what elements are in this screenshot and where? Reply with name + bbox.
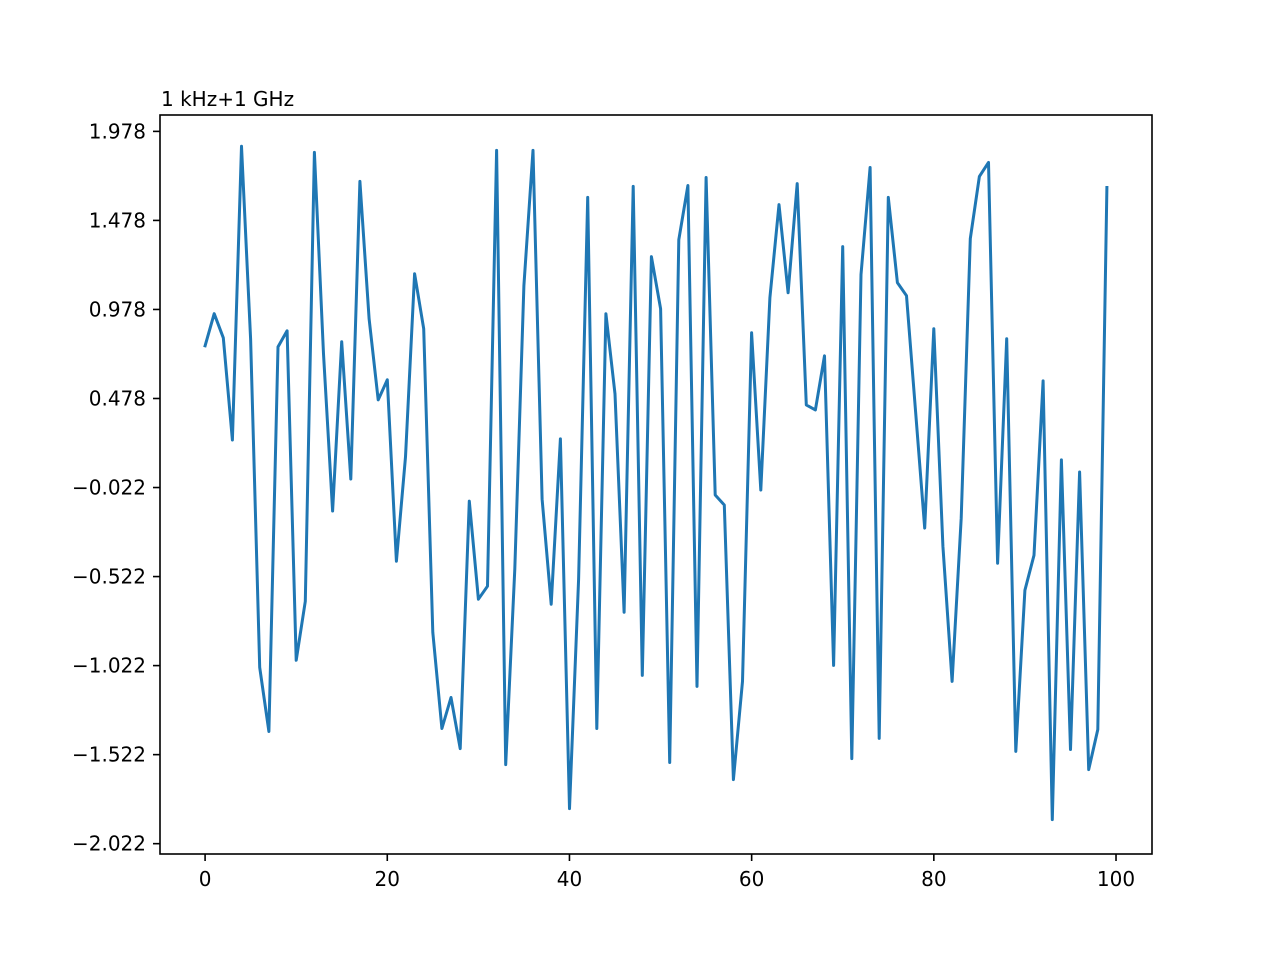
axes-frame bbox=[159, 114, 1153, 855]
x-tick-label: 0 bbox=[199, 867, 212, 891]
x-axis: 0 20 40 60 80 100 bbox=[199, 854, 1135, 891]
y-tick-label: −2.022 bbox=[72, 832, 146, 856]
data-line bbox=[203, 144, 1109, 822]
y-tick-label: −1.022 bbox=[72, 654, 146, 678]
y-tick-label: −0.522 bbox=[72, 565, 146, 589]
x-tick-label: 40 bbox=[557, 867, 582, 891]
y-tick-label: −0.022 bbox=[72, 476, 146, 500]
y-axis: 1.978 1.478 0.978 0.478 −0.022 −0.522 −1.022 −1… bbox=[72, 119, 160, 856]
y-tick-label: 0.478 bbox=[89, 386, 146, 410]
plot-area bbox=[203, 144, 1109, 822]
x-tick-label: 100 bbox=[1097, 867, 1135, 891]
x-tick-label: 20 bbox=[375, 867, 400, 891]
y-tick-label: −1.522 bbox=[72, 743, 146, 767]
chart-title: 1 kHz+1 GHz bbox=[161, 87, 294, 111]
y-tick-label: 0.978 bbox=[89, 297, 146, 321]
x-tick-label: 60 bbox=[739, 867, 764, 891]
y-tick-label: 1.978 bbox=[89, 119, 146, 143]
y-tick-label: 1.478 bbox=[89, 208, 146, 232]
x-tick-label: 80 bbox=[921, 867, 946, 891]
